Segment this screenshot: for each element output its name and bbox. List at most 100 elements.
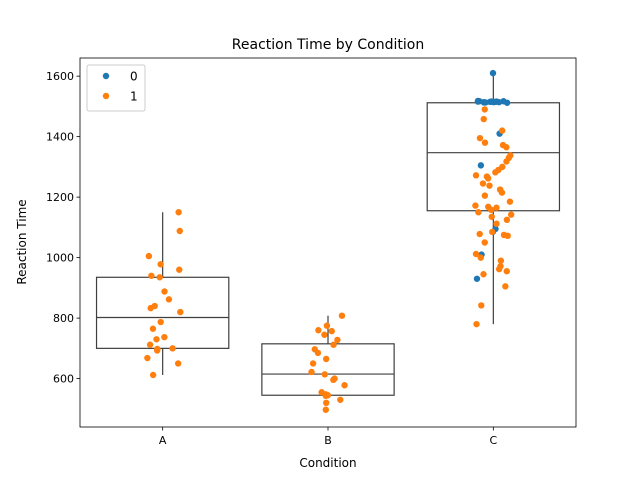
data-point-series-1	[503, 158, 510, 165]
data-point-series-1	[328, 327, 335, 335]
data-point-series-1	[492, 169, 499, 176]
y-tick-label: 1400	[46, 131, 74, 144]
data-point-series-1	[322, 392, 329, 400]
data-point-series-1	[154, 347, 161, 354]
x-tick-label: C	[489, 434, 497, 447]
data-point-series-1	[315, 327, 322, 334]
data-point-series-1	[314, 349, 322, 357]
data-point-series-1	[504, 232, 511, 240]
data-point-series-1	[146, 341, 154, 348]
legend-box	[86, 64, 146, 112]
x-axis-label: Condition	[299, 456, 356, 470]
y-tick-label: 800	[53, 312, 74, 325]
data-point-series-1	[322, 355, 330, 363]
data-point-series-1	[169, 345, 176, 352]
data-point-series-1	[502, 283, 509, 290]
data-point-series-1	[493, 204, 500, 211]
data-point-series-1	[498, 189, 506, 196]
data-point-series-1	[338, 312, 346, 319]
data-point-series-1	[473, 320, 480, 328]
data-point-series-1	[153, 336, 160, 343]
data-point-series-1	[480, 271, 487, 278]
data-point-series-1	[149, 371, 157, 379]
data-point-series-1	[157, 318, 164, 326]
data-point-series-1	[165, 296, 173, 303]
data-point-series-1	[177, 308, 184, 316]
data-point-series-1	[497, 257, 505, 264]
data-point-series-0	[474, 98, 482, 105]
data-point-series-1	[156, 274, 163, 281]
y-tick-label: 600	[53, 373, 74, 386]
data-point-series-1	[341, 382, 348, 389]
data-point-series-1	[157, 261, 164, 268]
legend-marker-0	[102, 72, 110, 80]
data-point-series-1	[488, 213, 495, 220]
data-point-series-1	[334, 336, 341, 344]
data-point-series-1	[309, 360, 317, 367]
data-point-series-1	[506, 198, 514, 205]
data-point-series-1	[480, 115, 487, 123]
data-point-series-1	[476, 134, 484, 142]
data-point-series-1	[337, 396, 344, 403]
data-point-series-1	[176, 227, 183, 235]
data-point-series-0	[477, 162, 485, 169]
data-point-series-1	[148, 272, 155, 279]
data-point-series-1	[478, 302, 485, 309]
data-point-series-1	[475, 209, 482, 216]
data-point-series-1	[176, 266, 183, 273]
data-point-series-1	[161, 288, 168, 295]
y-axis: 600 800 1000 1200 1400 1600	[46, 70, 80, 386]
y-tick-label: 1200	[46, 191, 74, 204]
data-point-series-1	[481, 192, 489, 199]
y-tick-label: 1000	[46, 252, 74, 265]
data-point-series-1	[174, 360, 182, 367]
legend-label-1: 1	[130, 90, 138, 104]
legend-label-0: 0	[130, 70, 138, 84]
data-point-series-1	[330, 376, 337, 384]
legend-items: 01	[102, 70, 138, 104]
data-point-series-1	[322, 406, 329, 413]
data-point-series-1	[147, 304, 154, 312]
data-point-series-1	[161, 333, 168, 341]
data-point-series-1	[330, 341, 337, 348]
data-point-series-1	[308, 368, 315, 376]
data-point-series-1	[476, 230, 483, 238]
data-point-series-1	[489, 228, 496, 236]
data-point-series-0	[490, 98, 497, 106]
data-point-series-1	[323, 322, 331, 329]
x-tick-label: B	[324, 434, 332, 447]
data-point-series-0	[495, 98, 503, 106]
data-point-series-0	[480, 98, 487, 106]
data-point-series-1	[144, 354, 151, 362]
data-point-series-1	[493, 220, 500, 227]
data-point-series-0	[489, 69, 497, 77]
data-point-series-0	[473, 275, 481, 282]
data-point-series-1	[481, 139, 489, 146]
chart-title: Reaction Time by Condition	[232, 37, 424, 53]
data-point-series-1	[481, 106, 488, 113]
data-point-series-1	[503, 144, 510, 151]
y-tick-label: 1600	[46, 70, 74, 83]
data-point-series-1	[503, 268, 510, 275]
legend-marker-1	[102, 92, 110, 100]
data-point-series-1	[503, 216, 511, 224]
data-point-series-1	[149, 325, 157, 332]
y-axis-label: Reaction Time	[15, 199, 29, 284]
data-point-series-1	[481, 239, 488, 246]
data-point-series-1	[479, 180, 487, 187]
data-point-series-1	[477, 254, 484, 261]
data-point-series-1	[472, 202, 479, 209]
data-point-series-1	[507, 211, 515, 218]
data-point-series-1	[321, 371, 329, 378]
data-point-series-1	[484, 175, 492, 182]
data-point-series-1	[472, 172, 480, 179]
data-point-series-1	[145, 252, 153, 260]
data-point-series-1	[175, 209, 182, 216]
data-point-series-1	[323, 399, 330, 407]
point-layer	[144, 69, 515, 413]
data-point-series-1	[486, 182, 493, 189]
x-axis: A B C	[159, 427, 497, 447]
data-point-series-1	[495, 265, 503, 273]
data-point-series-1	[498, 127, 506, 134]
